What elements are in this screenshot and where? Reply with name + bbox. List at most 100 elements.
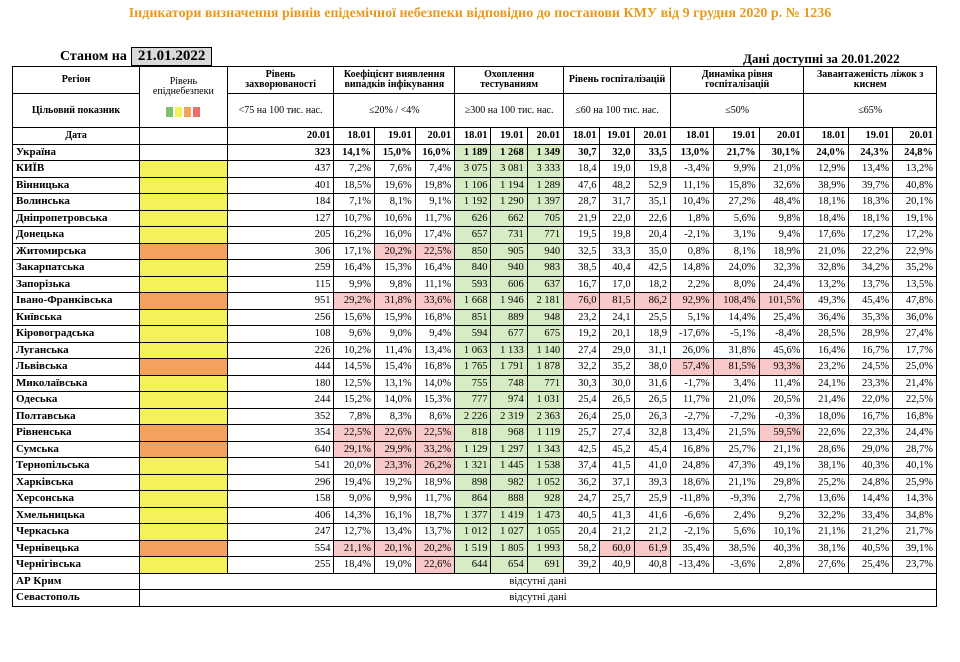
value-cell: 15,0% — [374, 143, 416, 161]
value-cell: 20,0% — [333, 457, 376, 475]
level-cell — [139, 440, 228, 458]
value-cell: 20,5% — [758, 391, 805, 409]
dates-row: Дата 20.01 18.01 19.01 20.01 18.01 19.01 20.01 1… — [11, 127, 937, 145]
region-name: Хмельницька — [11, 506, 141, 524]
value-cell: 323 — [226, 143, 335, 161]
value-cell: 32,5 — [563, 242, 601, 260]
value-cell: -13,4% — [669, 556, 714, 574]
value-cell: 9,1% — [414, 193, 456, 211]
level-cell — [139, 539, 228, 557]
level-cell — [139, 259, 228, 277]
value-cell: 29,0 — [599, 341, 635, 359]
value-cell: 1 445 — [490, 457, 528, 475]
value-cell: 13,4% — [414, 341, 456, 359]
value-cell: 8,3% — [374, 407, 416, 425]
region-name: Севастополь — [11, 589, 141, 607]
value-cell: 771 — [526, 226, 565, 244]
value-cell: 259 — [226, 259, 335, 277]
value-cell: 15,4% — [374, 358, 416, 376]
level-cell — [139, 325, 228, 343]
region-row: Вінницька 401 18,5% 19,6% 19,8% 1 106 1 194 1 2… — [11, 176, 937, 194]
value-cell: 21,5% — [712, 424, 760, 442]
value-cell: 45,4 — [633, 440, 671, 458]
value-cell: 30,0 — [599, 374, 635, 392]
date-cell: 19.01 — [374, 127, 416, 145]
value-cell: 18,1% — [803, 193, 850, 211]
value-cell: -2,7% — [669, 407, 714, 425]
value-cell: 17,1% — [333, 242, 376, 260]
region-row: Рівненська 354 22,5% 22,6% 22,5% 818 968 1 119 2… — [11, 424, 937, 442]
value-cell: 1 668 — [454, 292, 492, 310]
value-cell: 1 765 — [454, 358, 492, 376]
region-name: Львівська — [11, 358, 141, 376]
value-cell: 9,0% — [374, 325, 416, 343]
coef-target: ≤20% / <4% — [333, 93, 456, 128]
value-cell: 38,1% — [803, 539, 850, 557]
value-cell: 1 290 — [490, 193, 528, 211]
value-cell: 21,7% — [892, 523, 937, 541]
value-cell: 21,4% — [803, 391, 850, 409]
region-name: Київська — [11, 308, 141, 326]
value-cell: 22,9% — [892, 242, 937, 260]
value-cell: 45,4% — [848, 292, 894, 310]
no-data-cell: відсутні дані — [139, 572, 937, 590]
region-row: Харківська 296 19,4% 19,2% 18,9% 898 982 1 052 3… — [11, 473, 937, 491]
value-cell: 25,7 — [563, 424, 601, 442]
value-cell: 205 — [226, 226, 335, 244]
region-row: Тернопільська 541 20,0% 23,3% 26,2% 1 321 1 44… — [11, 457, 937, 475]
value-cell: 76,0 — [563, 292, 601, 310]
value-cell: 15,3% — [374, 259, 416, 277]
value-cell: 36,4% — [803, 308, 850, 326]
value-cell: 593 — [454, 275, 492, 293]
value-cell: 49,3% — [803, 292, 850, 310]
value-cell: 9,9% — [333, 275, 376, 293]
value-cell: 40,4 — [599, 259, 635, 277]
status-label: Станом на — [60, 49, 127, 64]
value-cell: 28,5% — [803, 325, 850, 343]
date-cell: 18.01 — [669, 127, 714, 145]
value-cell: 19,8% — [414, 176, 456, 194]
value-cell: 18,2 — [633, 275, 671, 293]
region-row: Чернігівська 255 18,4% 19,0% 22,6% 644 654 691 3… — [11, 556, 937, 574]
value-cell: 8,0% — [712, 275, 760, 293]
value-cell: 81,5 — [599, 292, 635, 310]
value-cell: 983 — [526, 259, 565, 277]
value-cell: 21,2 — [599, 523, 635, 541]
value-cell: 14,0% — [414, 374, 456, 392]
level-cell — [139, 341, 228, 359]
value-cell: 19,8 — [633, 160, 671, 178]
value-cell: 22,3% — [848, 424, 894, 442]
value-cell: 11,1% — [669, 176, 714, 194]
value-cell: 18,7% — [414, 506, 456, 524]
value-cell: 14,8% — [669, 259, 714, 277]
value-cell: 22,6 — [633, 209, 671, 227]
level-cell — [139, 308, 228, 326]
value-cell: 29,1% — [333, 440, 376, 458]
value-cell: 3 081 — [490, 160, 528, 178]
value-cell: 23,3% — [374, 457, 416, 475]
region-name: Чернівецька — [11, 539, 141, 557]
value-cell: 640 — [226, 440, 335, 458]
region-name: Волинська — [11, 193, 141, 211]
value-cell: 13,1% — [374, 374, 416, 392]
value-cell: 11,4% — [374, 341, 416, 359]
value-cell: -3,6% — [712, 556, 760, 574]
value-cell: 52,9 — [633, 176, 671, 194]
date-cell: 18.01 — [454, 127, 492, 145]
value-cell: 26,3 — [633, 407, 671, 425]
value-cell: 13,4% — [374, 523, 416, 541]
value-cell: -8,4% — [758, 325, 805, 343]
indicators-table: Регіон Рівень епіднебезпеки Рівень захво… — [11, 66, 937, 607]
value-cell: 26,4 — [563, 407, 601, 425]
value-cell: 352 — [226, 407, 335, 425]
value-cell: 39,2 — [563, 556, 601, 574]
value-cell: 10,2% — [333, 341, 376, 359]
region-row: Волинська 184 7,1% 8,1% 9,1% 1 192 1 290 1 397 2… — [11, 193, 937, 211]
value-cell: 777 — [454, 391, 492, 409]
value-cell: 19,4% — [333, 473, 376, 491]
value-cell: -7,2% — [712, 407, 760, 425]
value-cell: 16,7% — [848, 341, 894, 359]
region-name: Україна — [11, 143, 141, 161]
value-cell: 3 075 — [454, 160, 492, 178]
region-name: Івано-Франківська — [11, 292, 141, 310]
